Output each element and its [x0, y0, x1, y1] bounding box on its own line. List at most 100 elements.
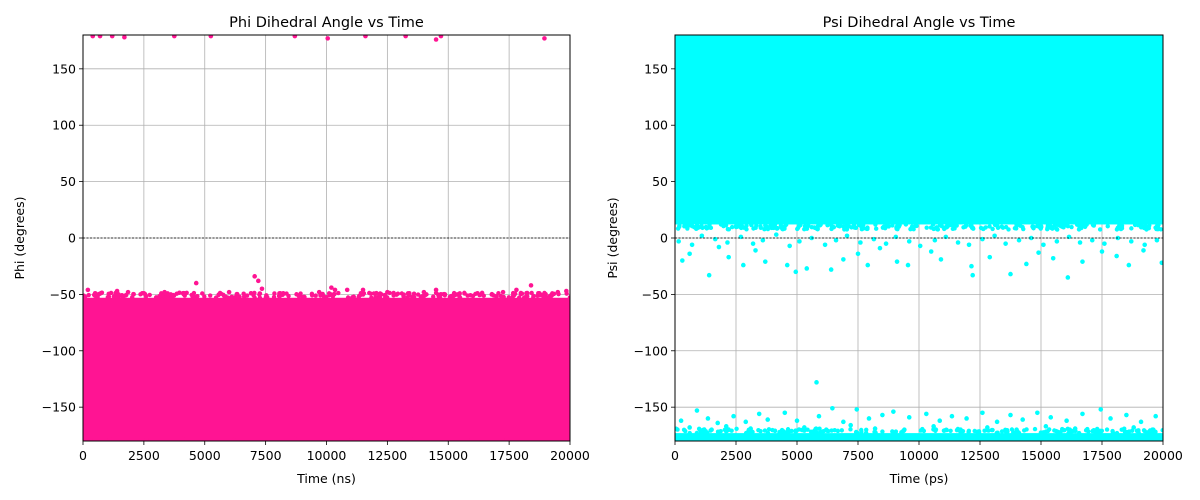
- phi-point: [107, 436, 113, 441]
- psi-point: [928, 225, 934, 230]
- psi-point: [719, 120, 724, 126]
- psi-point: [952, 122, 957, 128]
- psi-point: [739, 223, 745, 229]
- phi-point: [213, 295, 219, 300]
- psi-point: [1016, 237, 1022, 243]
- psi-point: [1102, 241, 1107, 246]
- psi-x-tick-label: 10000: [899, 448, 939, 463]
- phi-point: [207, 293, 213, 298]
- psi-point: [784, 262, 790, 268]
- phi-y-tick-label: −50: [50, 287, 76, 302]
- psi-point: [906, 239, 912, 244]
- psi-point: [1077, 240, 1083, 245]
- phi-point: [226, 289, 232, 295]
- psi-point: [1065, 223, 1071, 229]
- phi-y-tick-label: −150: [42, 400, 76, 415]
- phi-point: [242, 294, 247, 299]
- psi-point: [851, 222, 857, 227]
- phi-point: [192, 294, 197, 300]
- phi-point: [511, 292, 517, 298]
- phi-point: [465, 437, 471, 441]
- psi-point: [687, 251, 692, 257]
- phi-point: [202, 294, 207, 299]
- psi-point: [958, 428, 963, 434]
- psi-point: [1031, 225, 1036, 230]
- psi-point: [829, 223, 834, 228]
- psi-point: [1004, 427, 1010, 433]
- psi-point: [756, 427, 761, 433]
- phi-point: [496, 291, 501, 296]
- psi-y-tick-label: 0: [660, 231, 668, 246]
- psi-point: [972, 428, 977, 434]
- psi-point: [1114, 430, 1120, 436]
- psi-point: [835, 223, 841, 228]
- psi-point: [987, 254, 993, 260]
- psi-point: [762, 428, 768, 433]
- psi-point: [1032, 426, 1038, 432]
- psi-point: [893, 234, 899, 240]
- psi-point: [1141, 248, 1146, 253]
- phi-point: [298, 291, 303, 296]
- phi-point: [517, 295, 522, 300]
- psi-point: [749, 222, 754, 228]
- phi-point: [437, 293, 442, 299]
- phi-point: [457, 291, 462, 296]
- phi-point: [221, 293, 227, 299]
- psi-point: [694, 408, 700, 413]
- psi-point: [1050, 226, 1055, 231]
- psi-point: [954, 223, 959, 228]
- psi-point: [814, 430, 820, 435]
- psi-point: [1014, 427, 1019, 433]
- psi-point: [859, 224, 864, 229]
- phi-point: [231, 437, 237, 441]
- psi-point: [743, 419, 749, 425]
- psi-point: [825, 222, 830, 228]
- psi-point: [777, 429, 782, 435]
- phi-point: [348, 437, 354, 441]
- psi-point: [1008, 271, 1013, 277]
- psi-point: [781, 429, 786, 434]
- psi-point: [944, 427, 949, 433]
- psi-point: [823, 427, 829, 433]
- phi-point: [360, 287, 366, 293]
- psi-point: [980, 410, 985, 416]
- phi-point: [332, 287, 338, 293]
- psi-point: [1160, 428, 1163, 433]
- psi-point: [793, 269, 799, 275]
- psi-point: [715, 420, 720, 426]
- psi-point: [1141, 428, 1147, 433]
- psi-point: [804, 266, 810, 271]
- psi-point: [721, 223, 726, 229]
- psi-point: [1061, 225, 1066, 230]
- psi-point: [793, 429, 798, 434]
- psi-point: [877, 245, 883, 251]
- phi-point: [143, 294, 149, 299]
- psi-point: [832, 427, 837, 433]
- psi-point: [949, 413, 955, 419]
- psi-point: [1154, 237, 1160, 243]
- psi-point: [1154, 226, 1159, 232]
- psi-point: [681, 427, 687, 433]
- psi-point: [787, 243, 792, 249]
- psi-x-tick-label: 15000: [1021, 448, 1061, 463]
- phi-point: [336, 290, 341, 296]
- psi-point: [748, 426, 753, 431]
- phi-point: [131, 292, 136, 297]
- phi-point: [292, 35, 298, 39]
- psi-point: [765, 417, 771, 422]
- phi-point: [514, 287, 519, 293]
- psi-point: [828, 267, 834, 272]
- psi-point: [1085, 426, 1090, 432]
- phi-point: [332, 291, 337, 297]
- psi-point: [1126, 262, 1132, 268]
- psi-point: [911, 226, 916, 232]
- phi-point: [525, 294, 530, 299]
- phi-point: [326, 291, 332, 296]
- phi-point: [384, 295, 390, 300]
- phi-x-tick-label: 17500: [489, 448, 529, 463]
- phi-point: [325, 36, 331, 41]
- phi-point: [172, 35, 177, 39]
- psi-point: [822, 242, 828, 248]
- phi-point: [452, 292, 458, 298]
